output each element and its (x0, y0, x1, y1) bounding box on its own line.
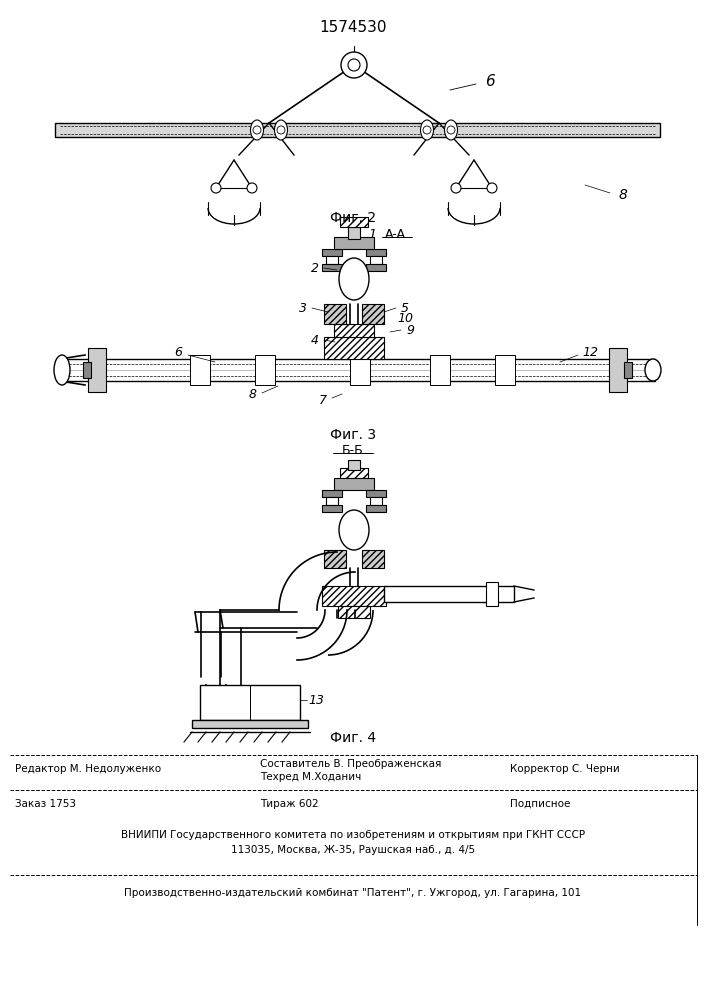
Text: Тираж 602: Тираж 602 (260, 799, 319, 809)
Bar (326, 256, 338, 264)
Bar (340, 217, 368, 227)
Bar (322, 505, 342, 512)
Text: 6: 6 (174, 347, 182, 360)
Bar (624, 362, 632, 378)
Bar (326, 497, 338, 505)
Bar (322, 586, 386, 606)
Circle shape (447, 126, 455, 134)
Text: 9: 9 (406, 324, 414, 336)
Bar (370, 497, 382, 505)
Text: 6: 6 (485, 75, 495, 90)
Bar (486, 582, 498, 606)
Bar (348, 227, 360, 239)
Circle shape (348, 59, 360, 71)
Text: Фиг. 2: Фиг. 2 (330, 211, 376, 225)
Bar (340, 468, 368, 478)
Bar (334, 478, 374, 490)
Bar (362, 304, 384, 324)
Bar (338, 606, 370, 618)
Bar (350, 355, 370, 385)
Text: 1574530: 1574530 (320, 20, 387, 35)
Text: Заказ 1753: Заказ 1753 (15, 799, 76, 809)
Text: Составитель В. Преображенская: Составитель В. Преображенская (260, 759, 441, 769)
Bar (334, 237, 374, 249)
Circle shape (451, 183, 461, 193)
Text: 13: 13 (308, 694, 324, 706)
Text: 113035, Москва, Ж-35, Раушская наб., д. 4/5: 113035, Москва, Ж-35, Раушская наб., д. … (231, 845, 475, 855)
Bar (366, 490, 386, 497)
Text: 5: 5 (401, 302, 409, 314)
Bar (83, 362, 91, 378)
Text: Корректор С. Черни: Корректор С. Черни (510, 764, 620, 774)
Circle shape (341, 52, 367, 78)
Text: A-A: A-A (385, 228, 406, 240)
Bar (192, 720, 308, 728)
Bar (366, 264, 386, 271)
Bar (609, 348, 627, 392)
Text: Редактор М. Недолуженко: Редактор М. Недолуженко (15, 764, 161, 774)
Ellipse shape (250, 120, 264, 140)
Circle shape (423, 126, 431, 134)
Bar (362, 550, 384, 568)
Ellipse shape (645, 359, 661, 381)
Bar (324, 337, 384, 359)
Circle shape (253, 126, 261, 134)
Circle shape (277, 126, 285, 134)
Text: 2: 2 (311, 261, 319, 274)
Text: 4: 4 (311, 334, 319, 347)
Text: Б-Б: Б-Б (342, 444, 364, 456)
Text: 12: 12 (582, 347, 598, 360)
Bar (366, 505, 386, 512)
Text: Подписное: Подписное (510, 799, 571, 809)
Ellipse shape (445, 120, 457, 140)
Text: 8: 8 (249, 388, 257, 401)
Bar (370, 256, 382, 264)
Bar (366, 249, 386, 256)
Bar (495, 355, 515, 385)
Text: 3: 3 (299, 302, 307, 314)
Bar (324, 304, 346, 324)
Ellipse shape (421, 120, 433, 140)
Circle shape (487, 183, 497, 193)
Circle shape (211, 183, 221, 193)
Text: 10: 10 (397, 312, 413, 324)
Ellipse shape (339, 510, 369, 550)
Circle shape (247, 183, 257, 193)
Bar (348, 460, 360, 470)
Bar (200, 685, 300, 720)
Text: Производственно-издательский комбинат "Патент", г. Ужгород, ул. Гагарина, 101: Производственно-издательский комбинат "П… (124, 888, 582, 898)
Text: Фиг. 4: Фиг. 4 (330, 731, 376, 745)
Ellipse shape (339, 258, 369, 300)
Bar (190, 355, 210, 385)
Text: 8: 8 (619, 188, 627, 202)
Bar (322, 490, 342, 497)
Text: 1: 1 (368, 228, 376, 240)
Text: 7: 7 (319, 393, 327, 406)
Bar (255, 355, 275, 385)
Text: Фиг. 3: Фиг. 3 (330, 428, 376, 442)
Bar (322, 249, 342, 256)
Bar (55, 123, 660, 137)
Ellipse shape (274, 120, 288, 140)
Text: ВНИИПИ Государственного комитета по изобретениям и открытиям при ГКНТ СССР: ВНИИПИ Государственного комитета по изоб… (121, 830, 585, 840)
Bar (324, 550, 346, 568)
Bar (334, 324, 374, 337)
Bar (430, 355, 450, 385)
Ellipse shape (54, 355, 70, 385)
Bar (88, 348, 106, 392)
Bar (322, 264, 342, 271)
Bar (60, 359, 655, 381)
Text: Техред М.Ходанич: Техред М.Ходанич (260, 772, 361, 782)
Bar (384, 586, 514, 602)
